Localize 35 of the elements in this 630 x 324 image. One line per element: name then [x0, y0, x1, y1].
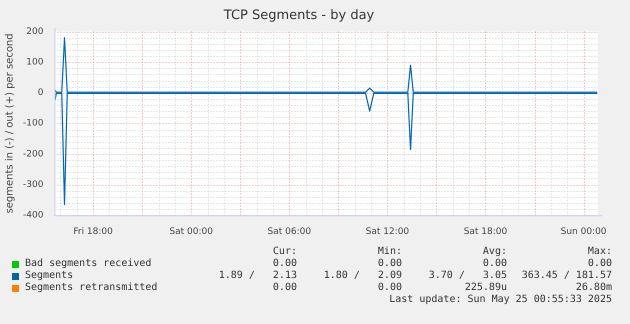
- y-tick-label: -100: [22, 118, 44, 129]
- text: 26.80m: [574, 282, 612, 294]
- y-tick-label: -300: [22, 180, 44, 190]
- text: 3.70 / 3.05: [428, 270, 507, 282]
- x-tick-label: Sat 12:00: [366, 226, 410, 237]
- legend-label: Bad segments received: [24, 258, 152, 270]
- y-axis-title: segments in (-) / out (+) per second: [4, 33, 16, 214]
- text: 1.80 / 2.09: [322, 270, 402, 282]
- x-tick-label: Sat 06:00: [268, 226, 312, 237]
- text: 0.00: [376, 282, 402, 294]
- y-tick-label: -200: [22, 149, 44, 160]
- legend-label: Segments retransmitted: [24, 282, 158, 294]
- x-tick-label: Sat 18:00: [464, 226, 508, 237]
- x-tick-label: Fri 18:00: [73, 226, 114, 237]
- text: Last update: Sun May 25 00:55:33 2025: [388, 294, 612, 305]
- x-tick-label: Sat 00:00: [169, 226, 214, 237]
- text: 0.00: [272, 282, 297, 294]
- text: 363.45 / 181.57: [520, 270, 612, 282]
- text: Min:: [376, 246, 402, 258]
- text: 0.00: [586, 258, 612, 270]
- text: 0.00: [376, 258, 402, 270]
- y-tick-label: 100: [26, 58, 44, 68]
- text: 1.89 / 2.13: [218, 270, 297, 282]
- legend-label: Segments: [24, 270, 74, 282]
- text: 0.00: [482, 258, 507, 270]
- x-tick-label: Sun 00:00: [560, 226, 607, 237]
- text: 0.00: [272, 258, 297, 270]
- y-tick-label: 200: [26, 26, 44, 37]
- text: Cur:: [272, 246, 297, 258]
- text: Avg:: [482, 246, 507, 258]
- text: Max:: [586, 246, 612, 258]
- chart-title: TCP Segments - by day: [222, 8, 375, 24]
- text: 225.89u: [464, 282, 507, 294]
- y-tick-label: 0: [38, 88, 44, 98]
- y-tick-label: -400: [22, 210, 44, 221]
